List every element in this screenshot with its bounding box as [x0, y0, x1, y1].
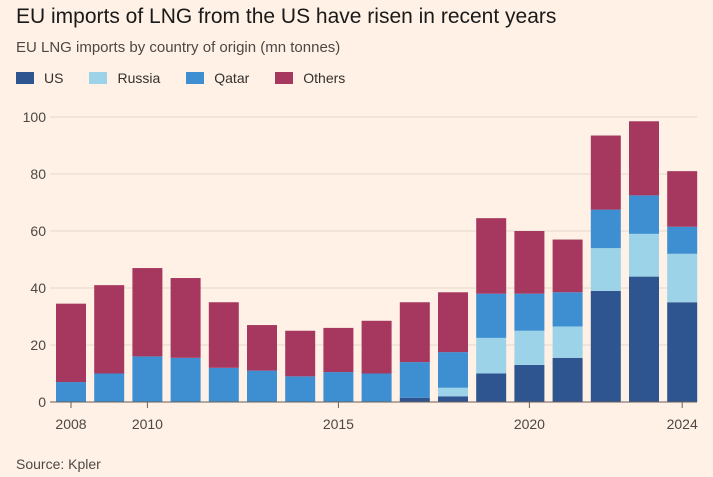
bar-2022-us	[590, 290, 621, 402]
bar-2010-qatar	[132, 356, 163, 402]
bar-2019-qatar	[476, 293, 507, 338]
x-tick-label-2015: 2015	[323, 416, 354, 432]
bar-2020-us	[514, 364, 545, 402]
bar-2012-qatar	[208, 367, 239, 402]
legend-label-us: US	[44, 70, 64, 86]
legend-item-us: US	[16, 70, 63, 86]
bar-2018-us	[438, 396, 468, 402]
bar-2022-qatar	[590, 209, 621, 249]
bar-2023-us	[629, 276, 659, 402]
bar-2015-qatar	[323, 372, 354, 402]
chart-title: EU imports of LNG from the US have risen…	[16, 5, 557, 28]
x-tick-label-2010: 2010	[132, 416, 163, 432]
legend-label-others: Others	[303, 70, 346, 86]
bar-2023-russia	[629, 233, 659, 277]
bar-2024-russia	[667, 253, 698, 303]
y-tick-label-0: 0	[38, 394, 46, 410]
bar-2008-others	[56, 303, 86, 383]
bar-2022-others	[590, 135, 621, 210]
legend-swatch-us	[16, 72, 34, 84]
bar-2017-qatar	[399, 362, 430, 398]
bar-2023-qatar	[629, 195, 659, 234]
bar-2008-qatar	[56, 382, 86, 402]
y-tick-label-20: 20	[30, 337, 46, 353]
bar-2020-others	[514, 231, 545, 294]
bar-2010-others	[132, 268, 163, 357]
bar-2014-others	[285, 330, 316, 377]
bar-2020-qatar	[514, 293, 545, 331]
bar-2018-others	[438, 292, 468, 353]
bar-2013-others	[247, 325, 277, 371]
bar-2022-russia	[590, 248, 621, 291]
bar-2019-others	[476, 218, 507, 294]
bar-2024-qatar	[667, 226, 698, 254]
bar-2009-others	[94, 285, 125, 374]
bar-2020-russia	[514, 330, 545, 365]
bar-2018-russia	[438, 387, 468, 397]
bar-2021-qatar	[552, 292, 583, 327]
chart-subtitle: EU LNG imports by country of origin (mn …	[16, 39, 341, 56]
x-tick-label-2024: 2024	[667, 416, 698, 432]
bar-2014-qatar	[285, 376, 316, 402]
bar-2021-us	[552, 357, 583, 402]
legend-item-russia: Russia	[89, 70, 160, 86]
x-tick-label-2020: 2020	[514, 416, 545, 432]
bar-2016-others	[361, 320, 392, 374]
legend-swatch-others	[275, 72, 294, 84]
bar-2012-others	[208, 302, 239, 368]
y-tick-label-40: 40	[30, 280, 46, 296]
bar-2017-us	[399, 397, 430, 402]
bar-2018-qatar	[438, 352, 468, 388]
y-tick-label-60: 60	[30, 223, 46, 239]
bar-2019-us	[476, 373, 507, 402]
legend-swatch-russia	[89, 72, 108, 84]
source-note: Source: Kpler	[16, 456, 101, 472]
legend: US Russia Qatar Others	[16, 70, 371, 86]
bar-2024-us	[667, 302, 698, 402]
legend-item-qatar: Qatar	[186, 70, 249, 86]
bar-2013-qatar	[247, 370, 277, 402]
bar-2016-qatar	[361, 373, 392, 402]
y-tick-label-80: 80	[30, 166, 46, 182]
y-tick-label-100: 100	[23, 109, 47, 125]
legend-swatch-qatar	[186, 72, 205, 84]
bar-2009-qatar	[94, 373, 125, 402]
bar-2024-others	[667, 171, 698, 227]
bar-2021-others	[552, 239, 583, 293]
bar-2011-qatar	[170, 357, 201, 402]
bar-2017-others	[399, 302, 430, 363]
bar-2021-russia	[552, 326, 583, 358]
bar-2011-others	[170, 278, 201, 358]
bar-2015-others	[323, 327, 354, 373]
legend-item-others: Others	[275, 70, 345, 86]
bar-2019-russia	[476, 337, 507, 374]
bar-2023-others	[629, 121, 659, 196]
legend-label-russia: Russia	[117, 70, 161, 86]
x-tick-label-2008: 2008	[55, 416, 86, 432]
legend-label-qatar: Qatar	[214, 70, 250, 86]
